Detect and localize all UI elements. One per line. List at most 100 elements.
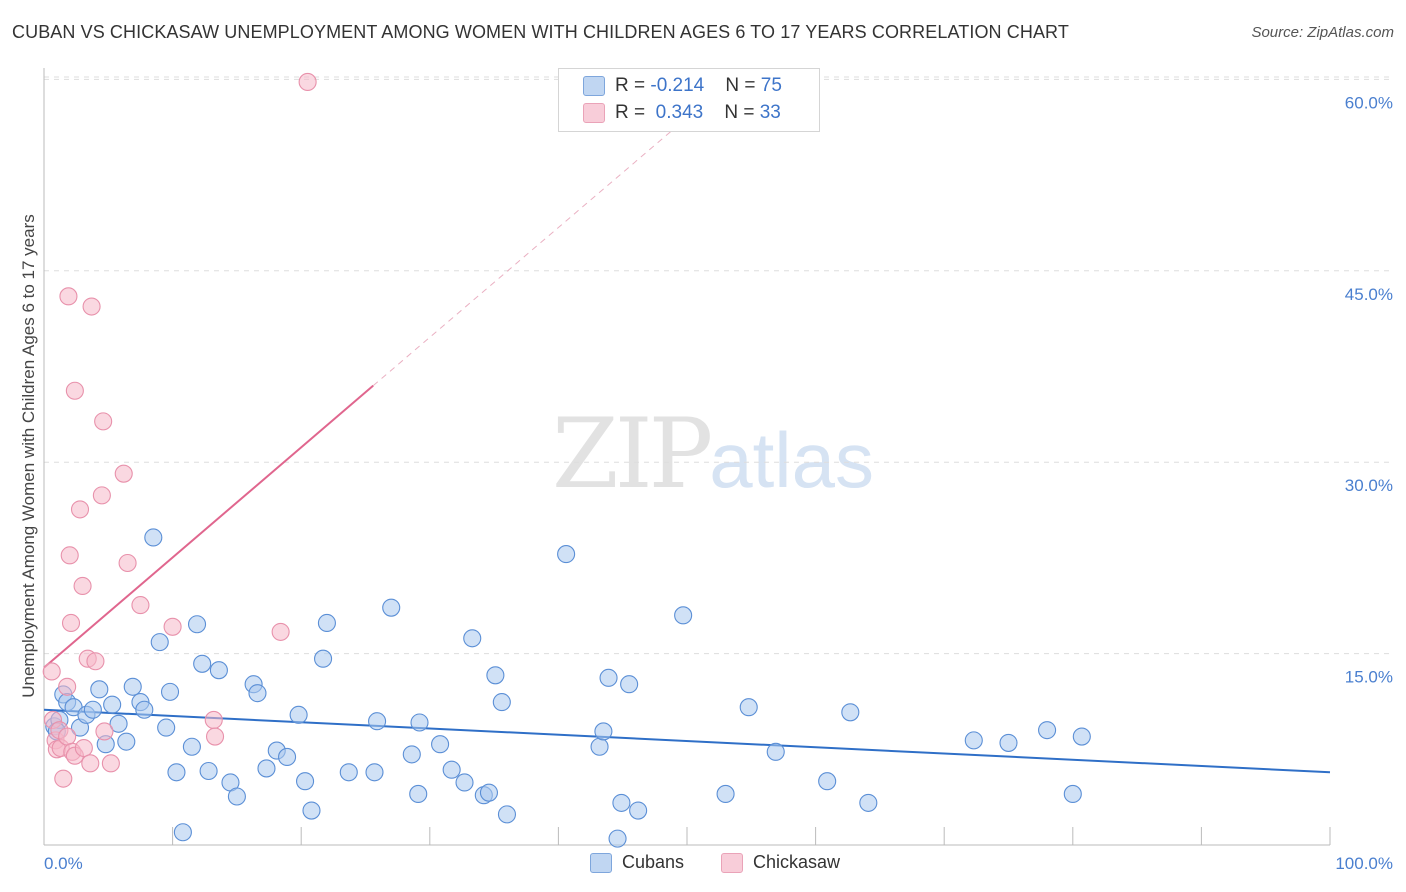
cubans-point xyxy=(479,783,499,802)
correlation-legend: R = -0.214 N = 75 R = 0.343 N = 33 xyxy=(558,68,820,132)
cubans-point xyxy=(716,784,735,804)
trend-lines xyxy=(43,117,1331,774)
chickasaw-point xyxy=(54,769,73,788)
watermark: ZIPatlas xyxy=(552,398,874,510)
chickasaw-point xyxy=(60,546,79,565)
cubans-point xyxy=(402,745,421,764)
cubans-point xyxy=(409,784,428,804)
cubans-point xyxy=(227,787,246,806)
chickasaw-point xyxy=(114,464,133,483)
cubans-point xyxy=(557,545,576,564)
cubans-point xyxy=(368,712,387,731)
chickasaw-point xyxy=(92,486,111,505)
chickasaw-point xyxy=(101,754,120,773)
y-tick-label: 45.0% xyxy=(1345,285,1393,304)
cubans-point xyxy=(1038,721,1057,740)
chickasaw-point xyxy=(42,662,61,681)
cubans-point xyxy=(193,654,212,673)
chickasaw-r-label: R = xyxy=(615,102,651,123)
cubans-point xyxy=(964,731,983,750)
chickasaw-point xyxy=(73,576,92,596)
chickasaw-point xyxy=(271,622,290,641)
y-tick-label: 15.0% xyxy=(1345,668,1393,687)
cubans-point xyxy=(278,747,297,767)
grid-lines xyxy=(44,76,1392,655)
cubans-points xyxy=(45,528,1091,848)
cubans-point xyxy=(1072,727,1091,746)
chickasaw-point xyxy=(58,677,77,696)
cubans-point xyxy=(173,823,192,842)
tick-labels: 15.0% 30.0% 45.0% 60.0% 0.0% 100.0% xyxy=(44,93,1393,873)
cubans-point xyxy=(431,735,450,754)
cubans-point xyxy=(382,598,401,617)
cubans-point xyxy=(83,700,102,719)
cubans-swatch xyxy=(583,76,605,96)
chickasaw-trend-line xyxy=(43,384,374,669)
chickasaw-point xyxy=(61,613,81,633)
cubans-point xyxy=(187,615,207,634)
chickasaw-point xyxy=(82,297,101,316)
cubans-point xyxy=(1063,784,1082,804)
cubans-point xyxy=(182,737,201,756)
cubans-point xyxy=(144,528,163,547)
chickasaw-point xyxy=(65,381,84,400)
chickasaw-point xyxy=(118,553,137,573)
cubans-point xyxy=(999,733,1018,752)
cubans-point xyxy=(463,629,482,648)
chickasaw-point xyxy=(298,72,317,92)
chickasaw-point xyxy=(70,500,90,519)
cubans-point xyxy=(594,722,613,741)
cubans-point xyxy=(739,698,758,717)
cubans-point xyxy=(317,613,336,633)
cubans-point xyxy=(599,668,618,687)
cubans-n-label: N = xyxy=(725,75,761,96)
cubans-point xyxy=(442,760,461,779)
cubans-point xyxy=(410,713,429,732)
cubans-point xyxy=(160,682,180,701)
chickasaw-swatch xyxy=(583,103,605,123)
cubans-point xyxy=(608,829,627,848)
cubans-point xyxy=(90,680,109,699)
cubans-r-label: R = xyxy=(615,75,651,96)
chickasaw-r-value: 0.343 xyxy=(655,102,704,123)
cubans-point xyxy=(257,759,276,778)
cubans-point xyxy=(199,761,218,781)
cubans-point xyxy=(123,677,142,696)
chickasaw-point xyxy=(81,754,100,773)
cubans-point xyxy=(150,633,169,652)
cubans-point xyxy=(590,737,609,756)
cubans-point xyxy=(455,773,474,792)
chickasaw-point xyxy=(74,738,93,758)
source-label: Source: ZipAtlas.com xyxy=(1251,24,1394,41)
cubans-point xyxy=(818,772,837,791)
cubans-point xyxy=(157,718,176,737)
cubans-point xyxy=(209,661,228,680)
cubans-trend-line xyxy=(43,708,1331,774)
chickasaw-points xyxy=(42,72,317,788)
chickasaw-point xyxy=(204,710,223,730)
cubans-point xyxy=(629,801,648,820)
cubans-point xyxy=(109,714,128,733)
cubans-legend-swatch xyxy=(590,852,612,873)
x-tick-label: 100.0% xyxy=(1335,854,1393,873)
legend-item-cubans: Cubans xyxy=(590,852,684,873)
cubans-point xyxy=(365,763,384,782)
cubans-r-value: -0.214 xyxy=(650,75,705,96)
cubans-point xyxy=(612,793,631,812)
watermark-atlas: atlas xyxy=(709,416,874,504)
cubans-point xyxy=(248,684,267,703)
cubans-point xyxy=(620,675,639,694)
watermark-zip: ZIP xyxy=(552,398,713,510)
cubans-point xyxy=(302,801,321,820)
cubans-point xyxy=(289,705,308,724)
cubans-point xyxy=(492,693,511,712)
chickasaw-point xyxy=(59,287,78,306)
cubans-point xyxy=(167,763,186,782)
axes xyxy=(43,68,1331,846)
cubans-n-value: 75 xyxy=(760,75,782,96)
cubans-point xyxy=(841,703,860,722)
cubans-legend-label: Cubans xyxy=(622,852,685,872)
chickasaw-trend-extension xyxy=(372,117,688,387)
chickasaw-point xyxy=(131,596,150,615)
